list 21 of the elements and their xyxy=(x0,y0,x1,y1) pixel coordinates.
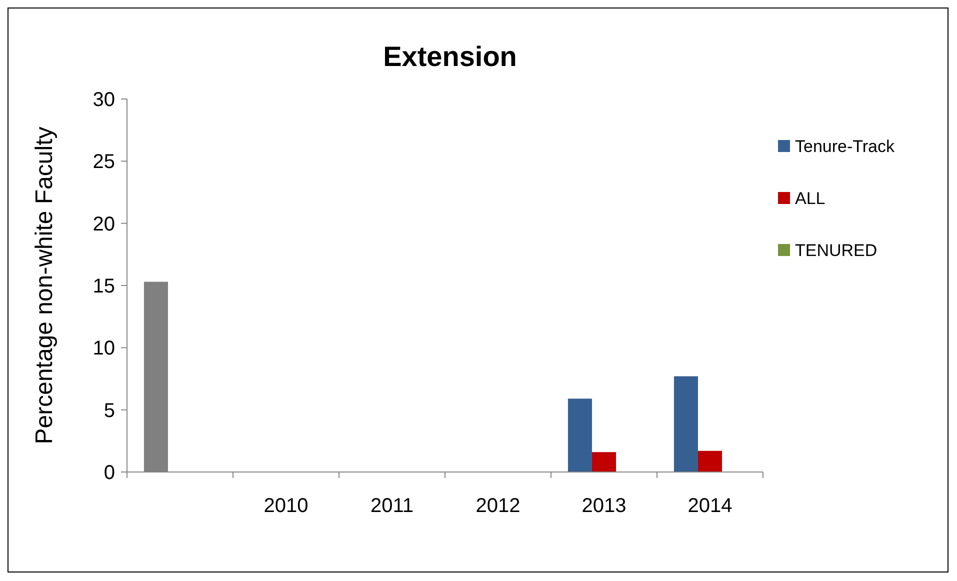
y-tick-label: 30 xyxy=(92,89,115,111)
x-tick-label: 2014 xyxy=(688,495,732,517)
bar xyxy=(592,452,616,472)
x-tick-label: 2013 xyxy=(582,495,626,517)
legend-label: ALL xyxy=(795,188,826,208)
bar xyxy=(568,398,592,472)
y-tick-label: 25 xyxy=(92,151,115,174)
x-tick-label: 2012 xyxy=(476,495,520,517)
legend-label: TENURED xyxy=(795,240,878,260)
y-tick-label: 20 xyxy=(92,213,115,236)
y-tick-label: 5 xyxy=(104,400,115,422)
y-axis-title: Percentage non-white Faculty xyxy=(31,126,58,444)
bar xyxy=(698,450,722,472)
bar xyxy=(674,376,698,472)
y-tick-label: 10 xyxy=(92,338,115,360)
y-tick-label: 15 xyxy=(92,276,115,298)
x-tick-label: 2011 xyxy=(370,495,414,517)
x-tick-label: 2010 xyxy=(264,495,308,517)
legend-label: Tenure-Track xyxy=(795,136,896,156)
chart-title: Extension xyxy=(383,41,517,72)
y-tick-label: 0 xyxy=(104,462,115,484)
